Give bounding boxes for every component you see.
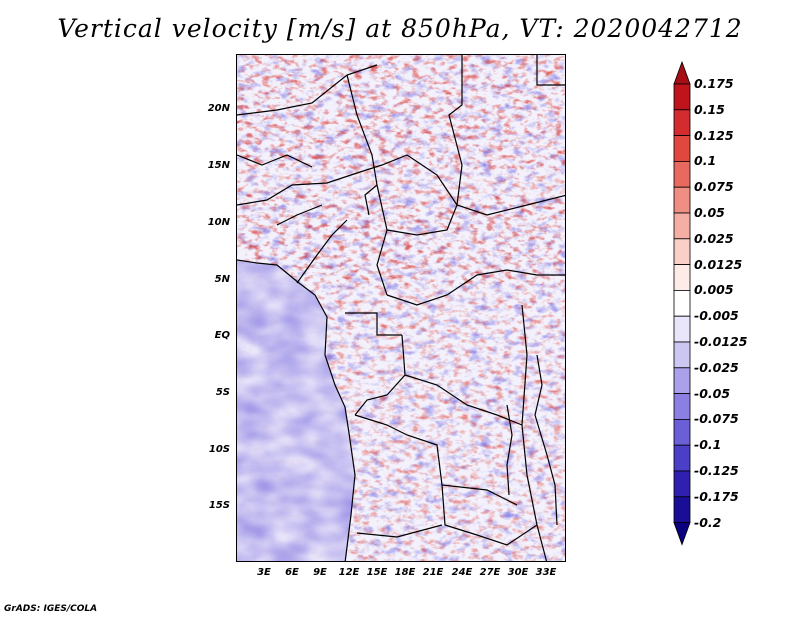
colorbar-label: -0.0125 [694, 334, 748, 349]
colorbar-label: -0.025 [694, 359, 739, 375]
colorbar-segment [673, 393, 691, 420]
colorbar-label: 0.15 [694, 101, 725, 117]
colorbar [673, 60, 691, 546]
lat-tick-label: 15S [208, 500, 230, 511]
colorbar-segment [673, 289, 691, 317]
colorbar-label: -0.005 [694, 308, 739, 324]
colorbar-segment [673, 315, 691, 343]
colorbar-label: -0.2 [694, 514, 722, 530]
colorbar-segment [673, 264, 691, 291]
grads-credit: GrADS: IGES/COLA [4, 604, 98, 614]
lon-tick-label: 30E [507, 567, 529, 578]
colorbar-segment [673, 367, 691, 394]
colorbar-segment [673, 418, 691, 446]
colorbar-label: 0.175 [694, 76, 734, 91]
colorbar-segment [673, 212, 691, 240]
lon-tick-label: 24E [451, 567, 473, 578]
colorbar-segment [673, 83, 691, 111]
coastlines-and-borders [237, 55, 565, 561]
colorbar-label: -0.05 [694, 385, 731, 401]
colorbar-segment [673, 341, 691, 369]
colorbar-segment [673, 60, 691, 85]
colorbar-label: -0.1 [694, 437, 722, 453]
lon-tick-label: 21E [422, 567, 444, 578]
lon-tick-label: 15E [366, 567, 388, 578]
lon-tick-label: 12E [338, 567, 360, 578]
colorbar-label: 0.075 [694, 179, 734, 195]
colorbar-label: 0.005 [694, 282, 734, 298]
lon-tick-label: 3E [257, 567, 271, 578]
map-plot-area [236, 54, 566, 562]
colorbar-segment [673, 444, 691, 472]
colorbar-label: -0.075 [694, 411, 739, 427]
chart-title: Vertical velocity [m/s] at 850hPa, VT: 2… [57, 14, 743, 43]
colorbar-label: -0.125 [694, 463, 739, 478]
colorbar-label: 0.1 [694, 153, 717, 169]
colorbar-label: 0.0125 [694, 256, 743, 272]
colorbar-segment [673, 109, 691, 136]
colorbar-label: -0.175 [694, 488, 739, 504]
colorbar-segment [673, 522, 691, 546]
colorbar-segment [673, 161, 691, 188]
lon-tick-label: 9E [313, 567, 327, 578]
colorbar-label: 0.05 [694, 205, 725, 220]
lon-tick-label: 27E [479, 567, 501, 578]
colorbar-segment [673, 135, 691, 162]
lat-tick-label: 5S [215, 387, 230, 398]
lon-tick-label: 18E [394, 567, 416, 578]
lat-tick-label: EQ [214, 330, 230, 341]
colorbar-label: 0.125 [694, 127, 734, 143]
lat-tick-label: 5N [214, 274, 230, 285]
vertical-velocity-field [237, 55, 565, 561]
colorbar-label: 0.025 [694, 230, 734, 246]
colorbar-segment [673, 238, 691, 266]
colorbar-segment [673, 470, 691, 498]
lat-tick-label: 10S [208, 444, 230, 455]
colorbar-segment [673, 496, 691, 523]
lat-tick-label: 10N [207, 217, 230, 228]
lat-tick-label: 20N [207, 103, 230, 114]
lon-tick-label: 33E [535, 567, 557, 578]
lat-tick-label: 15N [207, 160, 230, 171]
colorbar-segment [673, 186, 691, 214]
lon-tick-label: 6E [285, 567, 299, 578]
